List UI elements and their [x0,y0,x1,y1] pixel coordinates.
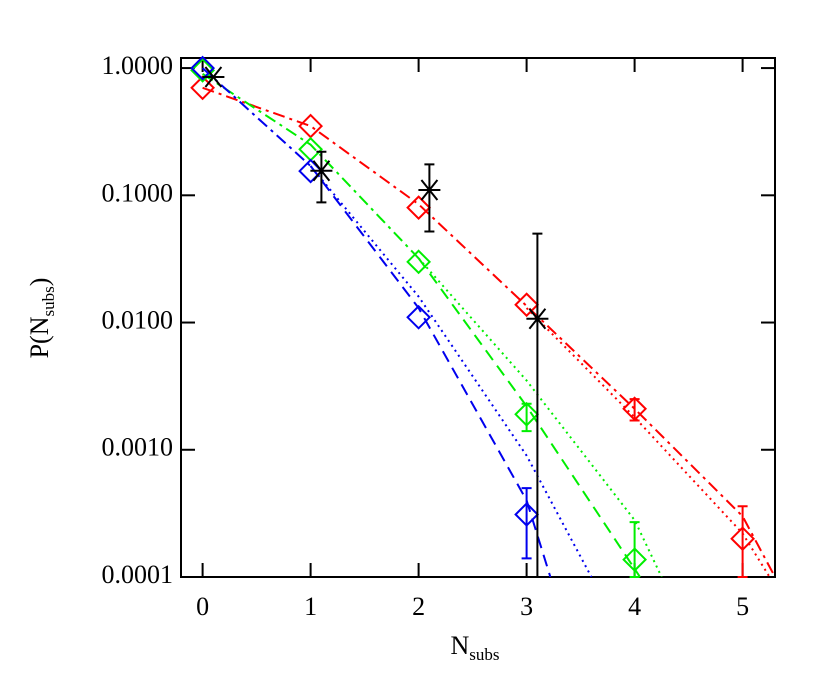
error-bar [532,232,543,578]
lines [201,67,775,577]
data-point [418,179,441,201]
x-axis-label: Nsubs [450,631,499,664]
error-bar [424,163,435,233]
y-axis-label: P(Nsubs) [25,278,58,359]
x-tick-label: 1 [304,592,317,621]
model-line [202,73,420,259]
data-point [514,401,540,427]
data-point [190,75,216,101]
x-label-sub: subs [469,645,499,664]
model-line [417,257,641,577]
model-line [417,257,663,577]
x-label-main: N [450,631,469,660]
x-tick-label: 4 [628,592,641,621]
y-tick-label: 0.0010 [102,433,174,462]
y-tick-label: 1.0000 [102,51,174,80]
data-point [202,66,225,88]
y-label-after: ) [25,278,54,287]
data-point [622,396,648,422]
error-bar [316,150,327,204]
model-line [525,307,771,577]
y-tick-label: 0.0100 [102,306,174,335]
plot-frame [180,57,776,578]
y-tick-label: 0.1000 [102,178,174,207]
data-point [622,547,648,573]
model-line [309,165,593,577]
data-point [730,526,756,552]
data-point [310,160,333,182]
y-tick-label: 0.0001 [102,560,174,589]
data-point [514,292,540,318]
x-tick-label: 3 [520,592,533,621]
model-line [202,86,775,577]
data-point [298,136,324,162]
data-point [406,304,432,330]
data-point [514,502,540,527]
model-line [309,165,552,577]
data-point [526,308,549,330]
error-bar [737,505,748,578]
data-point [298,113,324,139]
data-point [190,57,216,83]
x-tick-label: 0 [196,592,209,621]
error-bar [521,487,532,560]
data-point [406,195,432,221]
y-label-before: P(N [25,316,54,358]
data-point [190,55,216,81]
data-point [406,249,432,275]
x-tick-label: 5 [736,592,749,621]
y-label-sub: subs [39,286,58,316]
x-tick-label: 2 [412,592,425,621]
